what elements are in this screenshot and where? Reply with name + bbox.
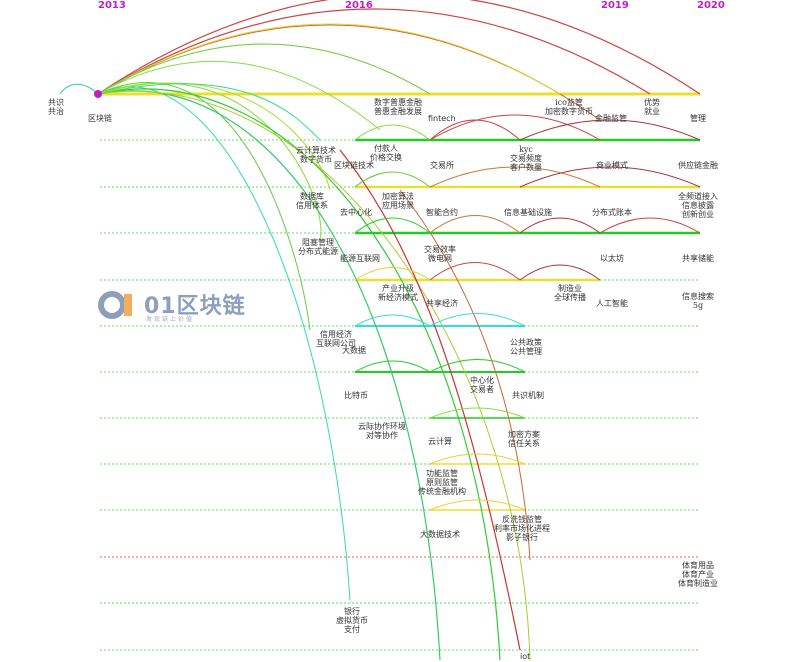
link-arc: [429, 499, 526, 511]
term-label: 共识机制: [512, 391, 544, 400]
logo-icon: [98, 291, 132, 319]
term-label: 体育用品 体育产业 体育制造业: [678, 561, 718, 588]
term-label: 全频道接入 信息披露 创新创业: [678, 192, 718, 219]
link-curve: [97, 90, 531, 661]
origin-node: [94, 90, 102, 98]
link-arc: [354, 217, 431, 234]
keyword-link-arcs: [59, 0, 701, 661]
year-label-2020: 2020: [697, 0, 725, 11]
link-curve: [97, 82, 331, 191]
term-label: 公共政策 公共管理: [510, 338, 542, 356]
link-arc: [519, 217, 601, 234]
link-arc: [599, 217, 701, 234]
term-label: 交易效率 微电网: [424, 245, 456, 263]
term-label: 云计算技术 数字货币: [296, 146, 336, 164]
link-arc: [429, 453, 526, 465]
term-label: iot: [520, 652, 531, 661]
term-label: 制造业 全球传播: [554, 284, 586, 302]
link-arc: [97, 43, 431, 95]
link-arc: [354, 314, 431, 327]
term-label: 供应链金融: [678, 161, 718, 170]
term-label: 优势 就业: [644, 98, 660, 116]
term-label: 加密方案 信任关系: [508, 430, 540, 448]
watermark-subtitle: 发现链上价值: [146, 316, 195, 323]
link-curve: [97, 83, 321, 141]
term-label: 共享经济: [426, 299, 458, 308]
link-arc: [354, 267, 431, 281]
link-arc: [97, 24, 601, 121]
link-arc: [429, 166, 601, 188]
link-arc: [519, 119, 701, 141]
link-arc: [429, 407, 526, 419]
link-curve: [399, 189, 531, 561]
term-label: 信用经济 互联网公司: [316, 330, 356, 348]
link-curve: [97, 90, 441, 661]
link-arc: [429, 215, 521, 234]
link-arc: [97, 8, 651, 95]
link-arc: [354, 124, 431, 141]
link-arc: [429, 313, 526, 327]
link-curve: [97, 88, 501, 661]
link-arc: [429, 114, 601, 141]
term-label: 银行 虚拟货币 支付: [336, 607, 368, 634]
term-label: 共享储能: [682, 254, 714, 263]
term-label: 大数据技术: [420, 530, 460, 539]
link-arc: [354, 171, 431, 188]
term-label: 付款人 价格交换: [370, 144, 402, 162]
link-arc: [429, 262, 521, 281]
term-label: 大数据: [342, 346, 366, 355]
term-label: ico监管 加密数字货币: [545, 98, 593, 116]
link-arc: [97, 60, 381, 131]
term-label: 区块链技术: [334, 161, 374, 170]
term-label: 管理: [690, 114, 706, 123]
term-label: 区块链: [88, 114, 112, 123]
term-label: 中心化 交易者: [470, 376, 494, 394]
watermark-logo: 01区块链 发现链上价值: [96, 288, 266, 324]
term-label: 数字普惠金融 普惠金融发展: [374, 98, 422, 116]
term-label: 比特币: [344, 391, 368, 400]
link-curve: [339, 149, 521, 651]
term-label: 分布式账本: [592, 208, 632, 217]
year-label-2016: 2016: [345, 0, 373, 11]
year-label-2013: 2013: [98, 0, 126, 11]
term-label: 产业升级 新经济模式: [378, 284, 418, 302]
term-label: 去中心化: [340, 208, 372, 217]
term-label: 云计算: [428, 437, 452, 446]
link-curve: [59, 83, 99, 95]
term-label: 信息基础设施: [504, 208, 552, 217]
year-label-2019: 2019: [601, 0, 629, 11]
term-label: 共识 共治: [48, 98, 64, 116]
term-label: 智能合约: [426, 208, 458, 217]
link-arc: [354, 360, 431, 373]
timeline-rows: [100, 92, 700, 651]
term-label: 反洗钱监管 利率市场化进程 影子银行: [494, 515, 550, 542]
term-label: 云际协作环境 对等协作: [358, 422, 406, 440]
term-label: fintech: [428, 114, 456, 123]
term-label: 以太坊: [600, 254, 624, 263]
term-label: 商业模式: [596, 161, 628, 170]
link-arc: [429, 359, 526, 373]
term-label: 交易所: [430, 161, 454, 170]
link-arc: [97, 23, 561, 95]
term-label: 功能监管 原则监管 传统金融机构: [418, 469, 466, 496]
term-label: 人工智能: [596, 299, 628, 308]
term-label: 数据库 信用体系: [296, 192, 328, 210]
term-label: 能源互联网: [340, 254, 380, 263]
link-arc: [519, 264, 601, 281]
term-label: 加密算法 应用场景: [382, 192, 414, 210]
link-arc: [429, 119, 521, 141]
link-arc: [97, 0, 701, 95]
link-curve: [97, 82, 322, 241]
link-arc: [519, 166, 701, 188]
link-curve: [97, 82, 311, 331]
term-label: 金融监管: [595, 114, 627, 123]
term-label: kyc 交易频度 客户数量: [510, 145, 542, 172]
watermark-text: 01区块链: [144, 294, 246, 319]
term-label: 阻塞管理 分布式能源: [298, 238, 338, 256]
term-label: 信息搜索 5g: [682, 292, 714, 310]
